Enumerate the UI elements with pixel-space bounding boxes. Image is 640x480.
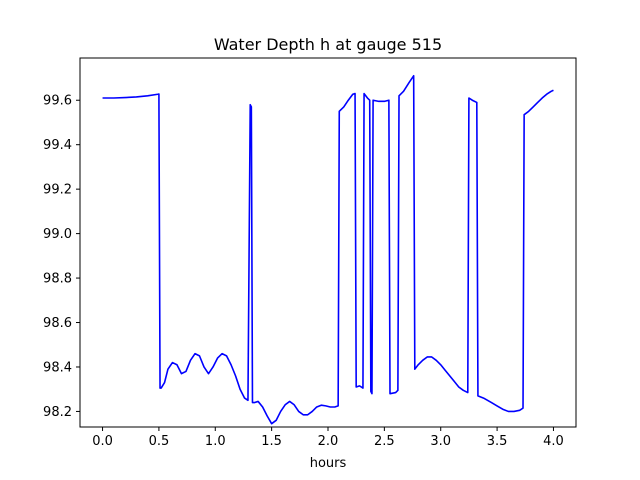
x-tick-label: 0.5 xyxy=(149,434,170,449)
x-tick-label: 3.0 xyxy=(430,434,451,449)
x-axis-label: hours xyxy=(310,456,347,471)
x-tick-label: 1.5 xyxy=(261,434,282,449)
series-line-0 xyxy=(102,74,554,425)
x-tick-label: 2.0 xyxy=(318,434,339,449)
y-tick-label: 98.8 xyxy=(43,272,72,287)
y-tick-label: 98.6 xyxy=(43,316,72,331)
y-tick-label: 99.0 xyxy=(43,227,72,242)
x-tick-label: 0.0 xyxy=(92,434,113,449)
x-tick-label: 3.5 xyxy=(487,434,508,449)
x-tick-label: 2.5 xyxy=(374,434,395,449)
plot-area xyxy=(102,74,554,425)
x-tick-label: 4.0 xyxy=(543,434,564,449)
axes-frame xyxy=(79,57,577,428)
y-tick-label: 98.2 xyxy=(43,405,72,420)
x-tick-label: 1.0 xyxy=(205,434,226,449)
y-tick-label: 99.6 xyxy=(43,94,72,109)
y-tick-label: 98.4 xyxy=(43,360,72,375)
axis-ticks: 0.0 0.5 1.0 1.5 2.0 2.5 3.0 3.5 4.0 98.2 98.4 98.6 9… xyxy=(43,94,564,449)
chart-title: Water Depth h at gauge 515 xyxy=(214,35,442,54)
y-tick-label: 99.4 xyxy=(43,138,72,153)
y-tick-label: 99.2 xyxy=(43,183,72,198)
